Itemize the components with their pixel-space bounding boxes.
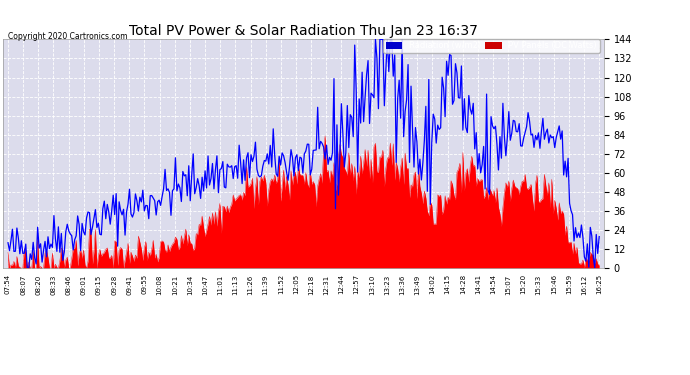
Legend: Radiation (w/m2), PV Panels (DC Watts): Radiation (w/m2), PV Panels (DC Watts) [383, 39, 600, 53]
Text: Copyright 2020 Cartronics.com: Copyright 2020 Cartronics.com [8, 32, 128, 41]
Title: Total PV Power & Solar Radiation Thu Jan 23 16:37: Total PV Power & Solar Radiation Thu Jan… [129, 24, 478, 38]
